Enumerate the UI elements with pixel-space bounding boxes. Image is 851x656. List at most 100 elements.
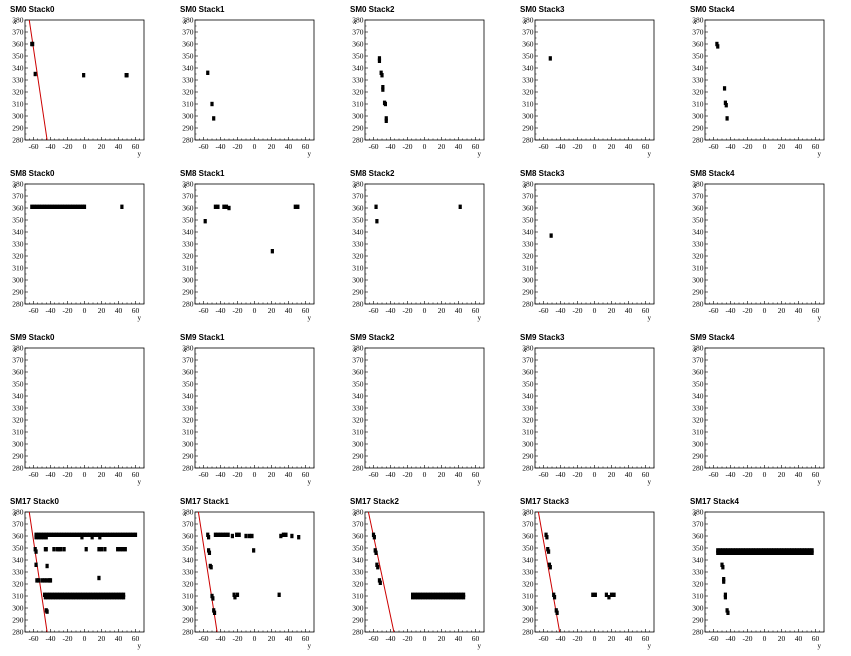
data-point [80, 532, 84, 537]
data-point [554, 608, 558, 613]
panel-9: SM8 Stack3 280 290 300 310 320 330 340 350 360 370… [520, 169, 655, 322]
data-point [549, 233, 553, 238]
data-point [52, 547, 56, 552]
data-point [250, 533, 254, 539]
data-point [37, 204, 42, 209]
x-tick-label: -60 [709, 306, 719, 315]
data-point [54, 532, 59, 537]
data-point [421, 592, 425, 597]
y-tick-label: 360 [692, 40, 704, 49]
y-tick-label: 300 [692, 440, 704, 449]
data-point [63, 592, 67, 597]
y-tick-label: 350 [182, 216, 194, 225]
data-point [731, 548, 735, 553]
y-tick-label: 310 [692, 264, 704, 273]
y-tick-label: 310 [352, 428, 364, 437]
y-tick-label: 320 [12, 416, 24, 425]
data-point [723, 550, 727, 555]
data-point [723, 548, 727, 553]
data-point [459, 592, 463, 597]
x-tick-label: -40 [46, 306, 56, 315]
x-tick-label: -40 [556, 142, 566, 151]
x-tick-label: -20 [233, 306, 243, 315]
y-axis-label: x [353, 346, 357, 354]
y-tick-label: 330 [522, 76, 534, 85]
y-tick-label: 310 [12, 264, 24, 273]
x-tick-label: 40 [115, 634, 123, 643]
y-tick-label: 330 [182, 240, 194, 249]
data-point [774, 550, 778, 555]
data-point [462, 595, 466, 600]
data-point [741, 548, 745, 553]
y-tick-label: 340 [692, 228, 704, 237]
data-point [779, 548, 784, 553]
y-tick-label: 290 [522, 616, 534, 625]
data-point [756, 550, 761, 555]
y-tick-label: 380 [182, 180, 194, 189]
data-point [207, 550, 212, 555]
data-point [800, 548, 804, 553]
data-point [78, 204, 82, 209]
x-tick-label: 40 [795, 306, 803, 315]
data-point [722, 579, 726, 584]
y-tick-label: 360 [182, 368, 194, 377]
y-tick-label: 290 [692, 616, 704, 625]
y-tick-label: 320 [692, 580, 704, 589]
data-point [48, 204, 52, 209]
y-tick-label: 370 [182, 356, 194, 365]
plot-frame [194, 347, 315, 469]
y-tick-label: 360 [182, 204, 194, 213]
y-tick-label: 340 [12, 64, 24, 73]
y-tick-label: 360 [12, 204, 24, 213]
data-point [244, 533, 248, 539]
data-point [90, 532, 94, 537]
data-point [416, 595, 420, 600]
y-tick-label: 290 [692, 124, 704, 133]
y-tick-label: 320 [522, 252, 534, 261]
data-point [73, 204, 77, 209]
data-point [785, 550, 789, 555]
y-tick-label: 330 [522, 568, 534, 577]
y-tick-label: 330 [182, 404, 194, 413]
y-tick-label: 380 [12, 508, 24, 517]
data-point [237, 532, 241, 537]
data-point [216, 204, 220, 209]
y-tick-label: 310 [522, 428, 534, 437]
data-point [726, 550, 730, 555]
data-point [42, 592, 47, 597]
plot-frame [534, 183, 655, 305]
data-point [58, 592, 62, 597]
y-tick-label: 350 [352, 380, 364, 389]
x-axis-label: y [818, 642, 822, 650]
y-tick-label: 280 [692, 628, 704, 637]
x-tick-label: 60 [132, 634, 140, 643]
y-tick-label: 350 [692, 544, 704, 553]
data-point [206, 70, 210, 75]
data-point [76, 204, 80, 209]
data-point [720, 562, 724, 567]
data-point [39, 532, 43, 537]
x-tick-label: -40 [386, 470, 396, 479]
data-point [119, 592, 123, 597]
data-point [34, 535, 38, 540]
data-point [426, 592, 430, 597]
data-point [100, 532, 104, 537]
data-point [89, 595, 93, 600]
y-tick-label: 340 [522, 64, 534, 73]
data-point [423, 595, 427, 600]
data-point [604, 592, 608, 597]
x-tick-label: -40 [386, 306, 396, 315]
data-point [42, 535, 46, 540]
data-point [795, 548, 799, 553]
y-tick-label: 300 [182, 276, 194, 285]
x-tick-label: 20 [438, 306, 446, 315]
data-point [105, 595, 109, 600]
x-tick-label: -60 [199, 634, 209, 643]
plot-frame [364, 511, 485, 633]
y-tick-label: 360 [692, 368, 704, 377]
data-point [48, 578, 53, 583]
data-point [88, 592, 93, 597]
y-tick-label: 310 [692, 100, 704, 109]
x-tick-label: -40 [216, 142, 226, 151]
y-tick-label: 360 [352, 368, 364, 377]
